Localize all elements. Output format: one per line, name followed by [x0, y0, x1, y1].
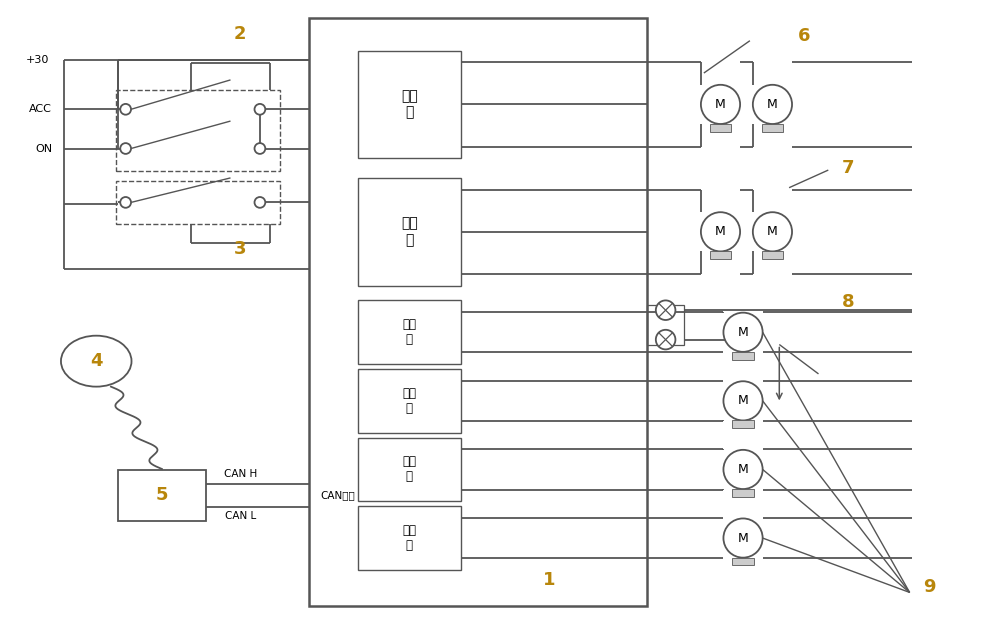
Text: M: M [715, 98, 726, 111]
Circle shape [656, 300, 675, 320]
Circle shape [120, 197, 131, 208]
Circle shape [255, 143, 265, 154]
Text: 7: 7 [842, 159, 854, 177]
Circle shape [656, 330, 675, 349]
Text: 2: 2 [234, 25, 247, 43]
Text: 5: 5 [156, 486, 168, 504]
Circle shape [723, 381, 763, 420]
Circle shape [701, 212, 740, 252]
Text: M: M [767, 98, 778, 111]
Text: 继电
器: 继电 器 [402, 456, 416, 483]
Text: 8: 8 [842, 293, 854, 312]
Bar [309, 18, 647, 606]
Bar [118, 470, 206, 521]
Text: M: M [715, 225, 726, 238]
Bar [762, 124, 783, 132]
Text: 继电
器: 继电 器 [402, 318, 416, 346]
Circle shape [120, 104, 131, 115]
Text: 继电
器: 继电 器 [402, 524, 416, 552]
Text: CAN H: CAN H [224, 469, 257, 479]
Text: 继电
器: 继电 器 [401, 217, 418, 247]
Text: +30: +30 [26, 55, 49, 65]
Bar [358, 438, 461, 501]
Bar [116, 181, 280, 224]
Bar [732, 557, 754, 566]
Circle shape [120, 143, 131, 154]
Circle shape [255, 197, 265, 208]
Text: ON: ON [35, 143, 52, 154]
Bar [732, 489, 754, 497]
Bar [358, 178, 461, 285]
Text: CAN接口: CAN接口 [321, 490, 355, 500]
Bar [116, 90, 280, 171]
Circle shape [753, 212, 792, 252]
Bar [732, 420, 754, 428]
Text: M: M [738, 532, 748, 545]
Circle shape [723, 450, 763, 489]
Text: CAN L: CAN L [225, 511, 256, 522]
Text: M: M [738, 326, 748, 339]
Circle shape [255, 104, 265, 115]
Bar [358, 51, 461, 158]
Text: 3: 3 [234, 241, 247, 259]
Bar [762, 252, 783, 259]
Text: ACC: ACC [29, 104, 52, 115]
Text: M: M [738, 463, 748, 476]
Bar [710, 124, 731, 132]
Text: 6: 6 [798, 27, 810, 45]
Text: M: M [767, 225, 778, 238]
Bar [710, 252, 731, 259]
Text: 继电
器: 继电 器 [402, 387, 416, 415]
Text: 继电
器: 继电 器 [401, 90, 418, 120]
Text: 4: 4 [90, 352, 102, 370]
Bar [358, 506, 461, 570]
Text: M: M [738, 394, 748, 407]
Circle shape [723, 313, 763, 352]
Text: 1: 1 [543, 571, 555, 589]
Bar [358, 369, 461, 433]
Circle shape [753, 85, 792, 124]
Circle shape [701, 85, 740, 124]
Bar [358, 300, 461, 364]
Bar [732, 352, 754, 360]
Text: 9: 9 [923, 577, 935, 596]
Circle shape [723, 518, 763, 557]
Bar [647, 305, 684, 344]
